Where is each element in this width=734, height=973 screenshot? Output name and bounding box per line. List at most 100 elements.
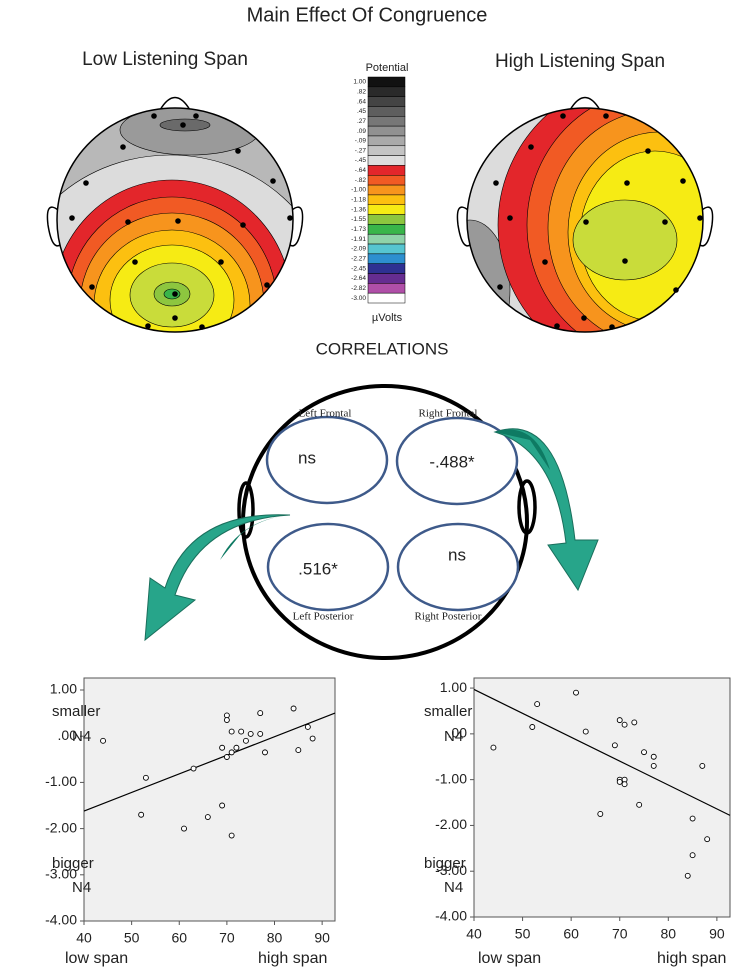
point — [597, 811, 604, 817]
x-tick-label: 50 — [515, 926, 531, 942]
colorbar-cell — [367, 194, 406, 205]
x-annotation: high span — [258, 950, 327, 967]
colorbar-label: .45 — [357, 108, 366, 115]
x-tick-label: 80 — [267, 930, 283, 946]
point — [684, 872, 691, 879]
point — [223, 717, 230, 723]
point — [631, 719, 638, 726]
point — [228, 749, 235, 756]
y-annotation: N4 — [72, 728, 91, 745]
y-tick-label: 1.00 — [440, 679, 467, 695]
y-tick-label: -4.00 — [45, 912, 77, 928]
x-tick-label: 60 — [171, 930, 187, 946]
y-annotation: N4 — [444, 728, 463, 745]
colorbar-cell — [367, 165, 406, 176]
point — [636, 801, 643, 808]
point — [621, 781, 628, 788]
point — [641, 749, 647, 756]
colorbar-cell — [367, 135, 406, 147]
point — [247, 730, 254, 737]
map-title: High Listening Span — [495, 51, 665, 72]
point — [228, 832, 235, 839]
point — [233, 744, 240, 751]
colorbar-cell — [367, 125, 406, 137]
point — [621, 721, 628, 728]
point — [611, 742, 618, 749]
point — [257, 730, 264, 737]
colorbar-label: -2.64 — [351, 275, 366, 282]
x-annotation: high span — [657, 950, 726, 967]
colorbar-cell — [367, 273, 406, 284]
point — [242, 737, 249, 744]
x-annotation: low span — [478, 950, 541, 967]
map-title: Low Listening Span — [82, 49, 248, 70]
colorbar-label: -.45 — [355, 157, 367, 164]
point — [204, 814, 211, 821]
colorbar-cell — [367, 76, 406, 88]
colorbar-cell — [367, 243, 406, 255]
colorbar-cell — [367, 214, 406, 225]
colorbar-cell — [367, 184, 406, 196]
x-tick-label: 50 — [124, 930, 140, 946]
y-tick-label: -4.00 — [435, 908, 467, 924]
colorbar-cell — [367, 96, 406, 107]
x-annotation: low span — [65, 950, 128, 967]
y-annotation: smaller — [424, 703, 472, 720]
colorbar-label: .27 — [357, 118, 366, 125]
point — [190, 765, 197, 772]
x-tick-label: 70 — [612, 926, 628, 942]
diagram-title: CORRELATIONS — [316, 339, 449, 358]
x-tick-label: 90 — [314, 930, 330, 946]
y-tick-label: -1.00 — [45, 773, 77, 789]
colorbar-label: -1.91 — [351, 236, 366, 243]
y-annotation: N4 — [72, 879, 91, 896]
colorbar-cell — [367, 106, 406, 117]
colorbar-label: -3.00 — [351, 295, 366, 302]
region-name: Right Posterior — [415, 611, 482, 623]
colorbar-label: -2.45 — [351, 265, 366, 272]
y-tick-label: -3.00 — [435, 862, 467, 878]
point — [689, 815, 696, 822]
colorbar-label: -2.09 — [351, 246, 366, 253]
point — [534, 701, 541, 708]
region-value: ns — [298, 448, 316, 467]
point — [219, 802, 226, 809]
x-tick-label: 40 — [466, 926, 482, 942]
y-annotation: bigger — [52, 855, 94, 872]
colorbar-cell — [367, 86, 406, 97]
point — [290, 705, 297, 712]
y-annotation: bigger — [424, 855, 466, 872]
point — [219, 744, 226, 751]
point — [138, 811, 145, 818]
x-tick-label: 40 — [76, 930, 92, 946]
colorbar-label: -1.18 — [351, 197, 366, 204]
point — [529, 724, 536, 730]
x-tick-label: 80 — [661, 926, 677, 942]
y-annotation: smaller — [52, 703, 100, 720]
colorbar-cell — [367, 145, 406, 156]
colorbar-title: Potential — [366, 62, 409, 74]
colorbar-unit: µVolts — [372, 312, 403, 324]
region-value: -.488* — [429, 452, 475, 471]
colorbar-label: -2.82 — [351, 285, 366, 292]
colorbar-label: -.64 — [355, 167, 367, 174]
point — [238, 728, 245, 735]
y-tick-label: .00 — [448, 725, 468, 741]
scalp-map — [456, 96, 714, 333]
colorbar-label: .82 — [357, 88, 366, 95]
colorbar-label: -1.36 — [351, 206, 366, 213]
point — [309, 735, 316, 742]
colorbar-label: -.82 — [355, 177, 367, 184]
y-tick-label: -3.00 — [45, 866, 77, 882]
region-name: Right Frontal — [419, 408, 478, 420]
point — [699, 762, 706, 769]
colorbar-label: .09 — [357, 128, 366, 135]
fit-line — [83, 712, 336, 812]
y-tick-label: .00 — [58, 727, 78, 743]
correlation-diagram: CORRELATIONS Left Frontal Right Frontal … — [144, 339, 599, 660]
point — [573, 689, 579, 696]
scalp-map — [46, 96, 304, 333]
colorbar-cell — [367, 155, 406, 166]
figure-title: Main Effect Of Congruence — [247, 4, 488, 26]
point — [616, 778, 623, 785]
